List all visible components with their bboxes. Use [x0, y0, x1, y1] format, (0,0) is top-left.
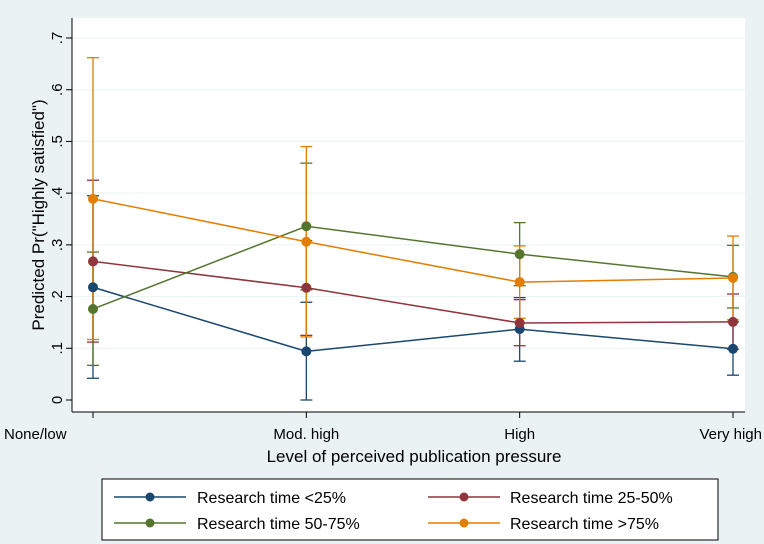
- data-point: [728, 272, 738, 283]
- axes: 0 .1 .2 .3 .4 .5 .6 .7 None/low Mod. high High Very…: [4, 18, 762, 443]
- grid: [72, 37, 745, 349]
- legend-box: [101, 478, 719, 541]
- data-point: [728, 343, 738, 354]
- legend-marker: [145, 492, 155, 502]
- x-tick-label: Mod. high: [273, 426, 339, 443]
- y-tick-label: .4: [49, 187, 66, 200]
- series-line: [92, 260, 734, 324]
- y-axis-title: Predicted Pr("Highly satisfied"): [29, 99, 48, 330]
- legend-label: Research time 50-75%: [197, 516, 360, 533]
- data-point: [301, 346, 312, 357]
- legend-item: Research time >75%: [428, 516, 659, 533]
- legend-marker: [459, 492, 469, 502]
- data-point: [514, 249, 525, 260]
- data-point: [88, 282, 98, 293]
- y-tick-label: .2: [49, 290, 66, 303]
- y-tick-label: .1: [49, 342, 66, 355]
- series-line: [92, 225, 734, 310]
- x-tick-label: High: [504, 426, 535, 443]
- x-tick-label: None/low: [4, 426, 67, 443]
- data-point: [301, 221, 312, 232]
- legend-item: Research time <25%: [114, 490, 346, 507]
- legend-marker: [459, 518, 469, 528]
- y-tick-label: .7: [49, 32, 66, 45]
- x-tick-label: Very high: [699, 426, 762, 443]
- series-line: [92, 198, 734, 283]
- data-point: [728, 316, 738, 327]
- y-tick-label: .5: [49, 135, 66, 148]
- y-tick-label: .3: [49, 239, 66, 252]
- legend: Research time <25% Research time 25-50% Re…: [101, 478, 719, 541]
- data-point: [514, 277, 525, 288]
- plot-area: [72, 18, 745, 412]
- legend-label: Research time >75%: [510, 516, 659, 533]
- series-layer: [87, 57, 739, 401]
- y-tick-label: .6: [49, 83, 66, 96]
- legend-label: Research time 25-50%: [510, 490, 673, 507]
- y-tick-label: 0: [49, 396, 66, 404]
- x-axis-title: Level of perceived publication pressure: [267, 447, 562, 466]
- legend-label: Research time <25%: [197, 490, 346, 507]
- legend-item: Research time 50-75%: [114, 516, 360, 533]
- data-point: [88, 193, 98, 204]
- data-point: [301, 236, 312, 247]
- series-line: [92, 286, 734, 353]
- data-point: [88, 303, 98, 314]
- data-point: [88, 256, 98, 267]
- legend-marker: [145, 518, 155, 528]
- data-point: [301, 282, 312, 293]
- legend-item: Research time 25-50%: [428, 490, 673, 507]
- data-point: [514, 317, 525, 328]
